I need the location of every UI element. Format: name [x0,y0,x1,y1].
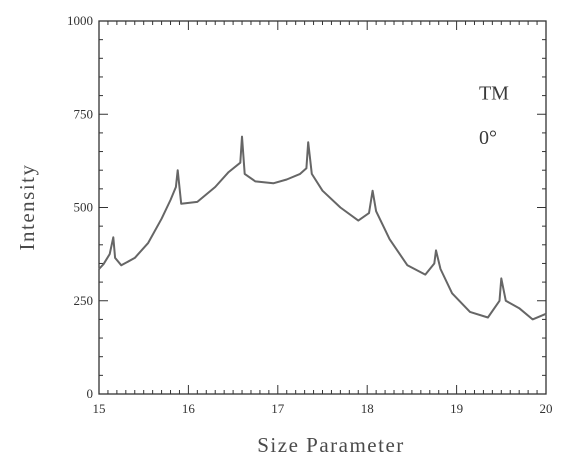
y-tick-label: 250 [74,293,94,308]
annotations: TM 0° [479,82,509,149]
x-tick-label: 16 [182,401,196,416]
x-tick-label: 17 [271,401,285,416]
annotation-text: 0° [479,127,497,149]
axis-tick-labels: 15 16 17 18 19 20 0 250 500 750 1000 [67,13,553,416]
y-tick-label: 500 [74,200,94,215]
x-axis-label: Size Parameter [257,433,405,457]
y-tick-label: 750 [74,106,94,121]
series-line [98,135,547,321]
x-tick-label: 15 [93,401,106,416]
x-tick-label: 19 [450,401,463,416]
x-tick-label: 18 [361,401,374,416]
y-axis-label: Intensity [15,164,39,251]
y-tick-label: 1000 [67,13,93,28]
x-tick-label: 20 [540,401,553,416]
axis-ticks [98,20,547,395]
annotation-text: TM [479,82,509,104]
y-tick-label: 0 [87,386,94,401]
